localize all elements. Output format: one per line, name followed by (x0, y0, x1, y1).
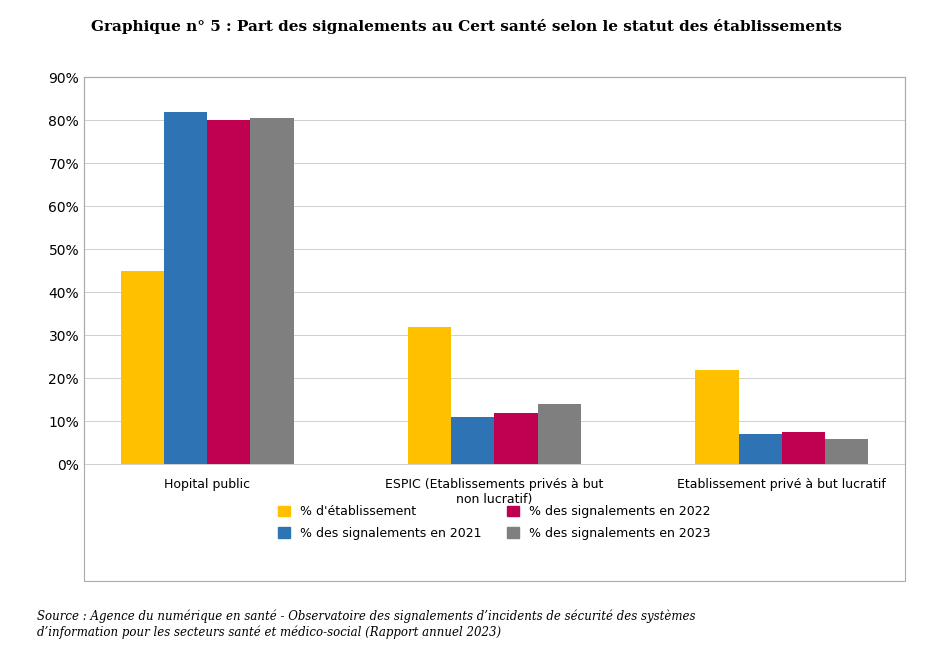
Bar (494, 413, 537, 464)
Bar (207, 121, 250, 464)
Bar (452, 417, 494, 464)
Legend: % d'établissement, % des signalements en 2021, % des signalements en 2022, % des: % d'établissement, % des signalements en… (278, 505, 711, 540)
Bar (825, 439, 868, 464)
Bar (409, 327, 452, 464)
Text: Graphique n° 5 : Part des signalements au Cert santé selon le statut des établis: Graphique n° 5 : Part des signalements a… (91, 19, 842, 34)
Bar (537, 404, 580, 464)
Bar (121, 271, 164, 464)
Bar (695, 370, 739, 464)
Bar (782, 432, 825, 464)
Text: Source : Agence du numérique en santé - Observatoire des signalements d’incident: Source : Agence du numérique en santé - … (37, 610, 696, 639)
Bar (164, 112, 207, 464)
Bar (739, 434, 782, 464)
Bar (250, 118, 294, 464)
